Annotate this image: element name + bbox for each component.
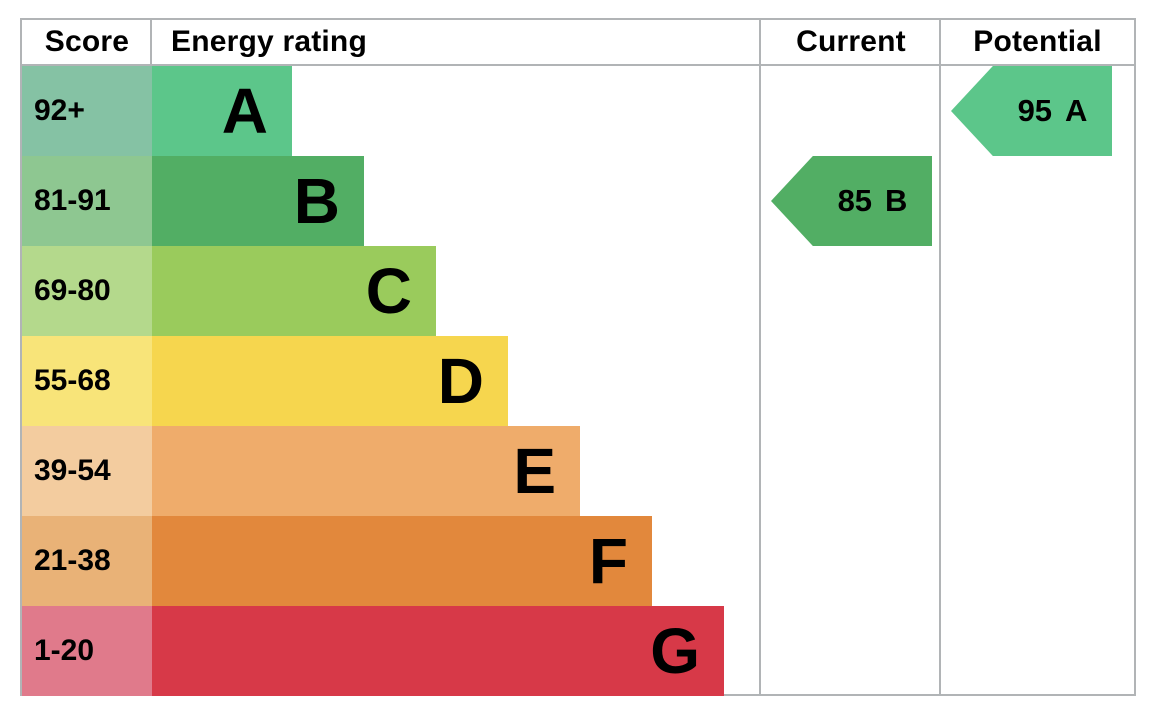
potential-score-value: 95 [1017, 93, 1053, 128]
current-band-letter: B [885, 183, 908, 218]
score-range-label: 81-91 [34, 184, 111, 217]
band-bar: C [152, 246, 436, 336]
band-letter: F [588, 525, 628, 597]
band-bar: F [152, 516, 652, 606]
band-row: 39-54 E [22, 426, 761, 516]
current-score-value: 85 [837, 183, 873, 218]
score-cell: 39-54 [22, 426, 152, 516]
score-cell: 1-20 [22, 606, 152, 696]
score-range-label: 69-80 [34, 274, 111, 307]
band-bar: E [152, 426, 580, 516]
divider-current-potential [939, 20, 941, 694]
band-bar: A [152, 66, 292, 156]
divider-header-body [22, 64, 1134, 66]
band-row: 92+ A [22, 66, 761, 156]
band-row: 21-38 F [22, 516, 761, 606]
band-letter: B [293, 165, 340, 237]
band-row: 1-20 G [22, 606, 761, 696]
score-cell: 55-68 [22, 336, 152, 426]
score-cell: 21-38 [22, 516, 152, 606]
score-range-label: 55-68 [34, 364, 111, 397]
divider-score-rating [150, 20, 152, 64]
potential-band-letter: A [1065, 93, 1088, 128]
band-bar: G [152, 606, 724, 696]
band-row: 55-68 D [22, 336, 761, 426]
band-row: 81-91 B [22, 156, 761, 246]
header-potential: Potential [973, 25, 1102, 58]
band-bar: D [152, 336, 508, 426]
score-cell: 92+ [22, 66, 152, 156]
band-letter: C [365, 255, 412, 327]
score-cell: 81-91 [22, 156, 152, 246]
score-range-label: 1-20 [34, 634, 95, 667]
band-bar: B [152, 156, 364, 246]
band-letter: G [650, 615, 700, 687]
epc-rating-chart: Score Energy rating Current Potential 92… [20, 18, 1136, 696]
potential-rating-arrow: 95 A [951, 66, 1112, 156]
band-letter: E [513, 435, 556, 507]
score-range-label: 39-54 [34, 454, 111, 487]
header-current: Current [796, 25, 906, 58]
band-row: 69-80 C [22, 246, 761, 336]
band-letter: D [437, 345, 484, 417]
header-score: Score [44, 25, 130, 58]
score-range-label: 21-38 [34, 544, 111, 577]
score-cell: 69-80 [22, 246, 152, 336]
band-letter: A [221, 75, 268, 147]
divider-rating-current [759, 20, 761, 694]
header-energy-rating: Energy rating [171, 25, 367, 58]
score-range-label: 92+ [34, 94, 85, 127]
current-rating-arrow: 85 B [771, 156, 932, 246]
